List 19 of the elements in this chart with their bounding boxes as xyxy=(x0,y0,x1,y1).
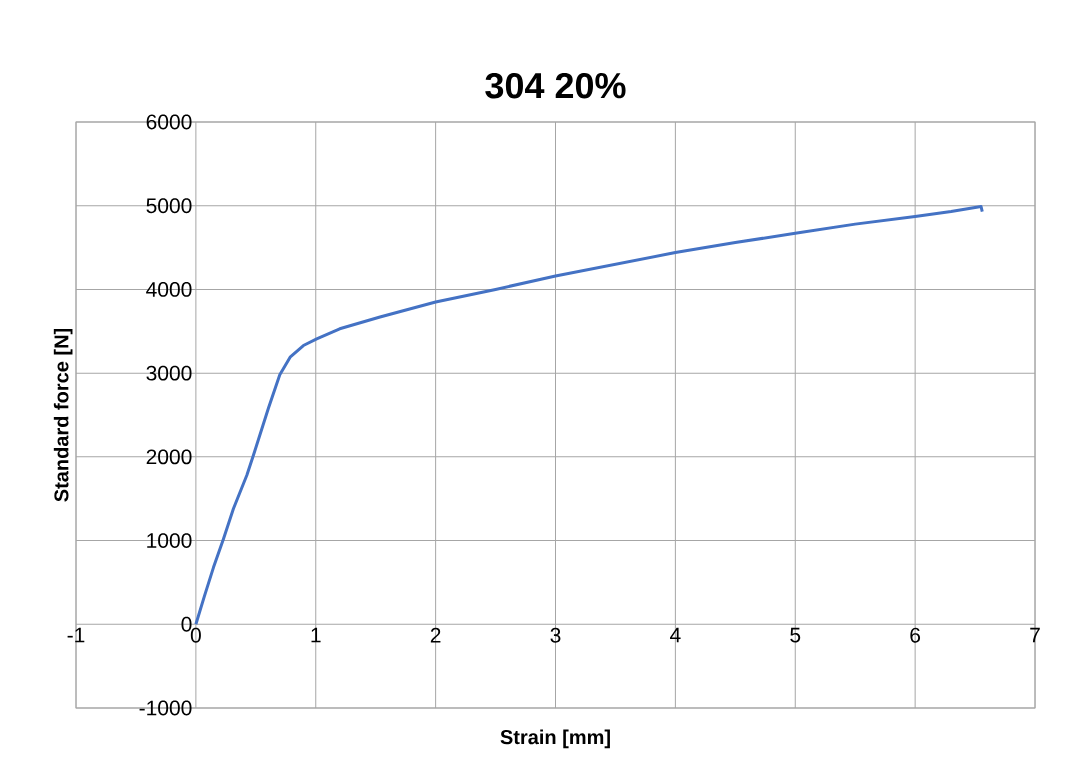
x-tick-label: 3 xyxy=(550,627,561,643)
x-tick-label: 2 xyxy=(430,627,441,643)
y-tick-label: 6000 xyxy=(146,114,192,130)
y-axis-title: Standard force [N] xyxy=(53,328,73,502)
y-tick-label: 1000 xyxy=(147,533,192,548)
y-tick-label: 2000 xyxy=(146,449,192,465)
y-tick-label: 3000 xyxy=(146,365,192,381)
x-tick-label: 7 xyxy=(1030,627,1040,643)
x-tick-label: 4 xyxy=(670,627,681,643)
y-tick-label: 0 xyxy=(181,616,192,632)
x-tick-label: 6 xyxy=(910,627,921,643)
y-tick-label: 5000 xyxy=(146,198,192,214)
x-tick-label: 5 xyxy=(790,627,801,643)
chart-title: 304 20% xyxy=(485,72,626,99)
x-axis-title: Strain [mm] xyxy=(500,729,610,749)
y-tick-label: 4000 xyxy=(146,281,192,297)
x-tick-label: -1 xyxy=(67,627,85,643)
y-tick-label: -1000 xyxy=(139,700,192,716)
x-tick-label: 1 xyxy=(311,627,321,643)
